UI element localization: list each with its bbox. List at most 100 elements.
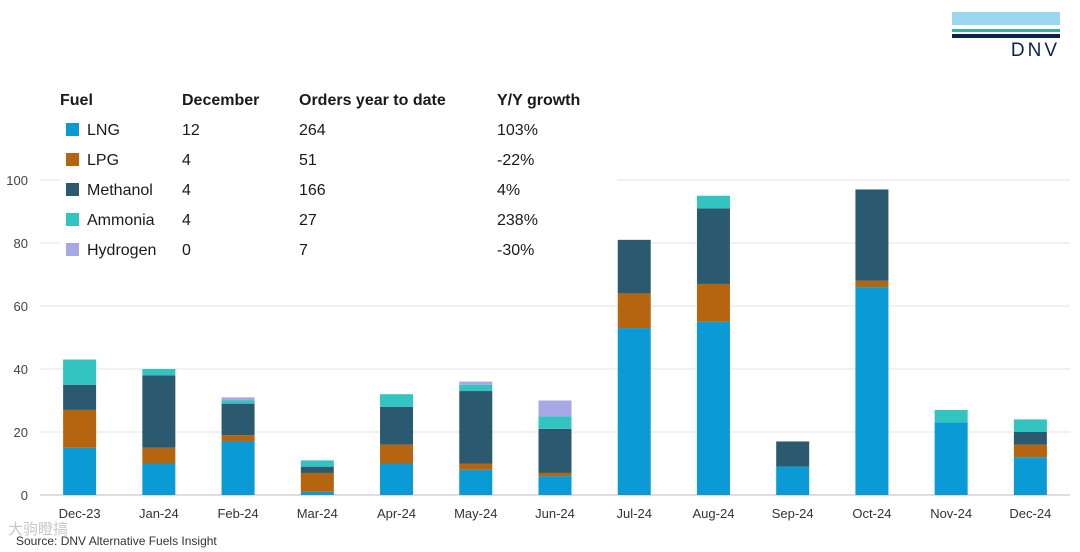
legend-table: Fuel December Orders year to date Y/Y gr…	[60, 86, 617, 266]
ytd-value: 7	[299, 242, 308, 259]
december-value: 12	[182, 122, 200, 139]
header-fuel: Fuel	[60, 92, 93, 109]
ytd-value: 166	[299, 182, 326, 199]
x-tick-label: May-24	[454, 506, 497, 521]
december-value: 4	[182, 182, 191, 199]
bar-lpg-dec-23	[63, 409, 97, 448]
ytd-value: 27	[299, 212, 317, 229]
bar-hydrogen-feb-24	[221, 397, 255, 401]
bar-lng-dec-24	[1013, 457, 1047, 495]
bar-ammonia-nov-24	[934, 409, 968, 423]
x-tick-label: Sep-24	[772, 506, 814, 521]
bar-ammonia-mar-24	[300, 460, 334, 467]
logo-stripe-light	[952, 12, 1060, 25]
december-value: 0	[182, 242, 191, 259]
legend-fuel-cell: LNG	[60, 116, 182, 146]
x-tick-label: Feb-24	[217, 506, 258, 521]
bar-methanol-dec-24	[1013, 432, 1047, 445]
logo-stripe-green	[952, 29, 1060, 32]
legend-fuel-cell: Hydrogen	[60, 236, 182, 266]
y-tick-label: 40	[14, 362, 28, 377]
legend-row-hydrogen: Hydrogen 0 7 -30%	[60, 236, 617, 266]
bar-lng-may-24	[459, 469, 493, 495]
bar-lng-sep-24	[776, 466, 810, 495]
bar-lng-feb-24	[221, 441, 255, 495]
x-tick-label: Jun-24	[535, 506, 575, 521]
bar-lpg-jan-24	[142, 447, 176, 464]
y-tick-label: 80	[14, 236, 28, 251]
header-december: December	[182, 92, 260, 109]
legend-fuel-cell: Methanol	[60, 176, 182, 206]
yy-value: -22%	[497, 152, 535, 169]
x-tick-label: Mar-24	[297, 506, 338, 521]
y-tick-label: 100	[6, 173, 28, 188]
bar-methanol-apr-24	[380, 406, 414, 445]
bar-lpg-aug-24	[696, 283, 730, 322]
x-tick-label: Aug-24	[693, 506, 735, 521]
yy-value: 103%	[497, 122, 538, 139]
x-tick-label: Jan-24	[139, 506, 179, 521]
bar-methanol-sep-24	[776, 441, 810, 467]
bar-methanol-oct-24	[855, 189, 889, 281]
x-tick-label: Nov-24	[930, 506, 972, 521]
legend-header-row: Fuel December Orders year to date Y/Y gr…	[60, 86, 617, 116]
bar-lpg-feb-24	[221, 435, 255, 442]
y-tick-label: 20	[14, 425, 28, 440]
fuel-name: Ammonia	[87, 212, 155, 229]
fuel-name: Methanol	[87, 182, 153, 199]
header-orders-ytd: Orders year to date	[299, 92, 446, 109]
legend-fuel-cell: LPG	[60, 146, 182, 176]
bar-methanol-jun-24	[538, 428, 572, 473]
bar-methanol-may-24	[459, 391, 493, 464]
bar-lpg-mar-24	[300, 472, 334, 492]
ytd-value: 51	[299, 152, 317, 169]
yy-value: 238%	[497, 212, 538, 229]
bar-methanol-dec-23	[63, 384, 97, 410]
bar-lpg-jul-24	[617, 293, 651, 329]
legend-fuel-cell: Ammonia	[60, 206, 182, 236]
legend-row-lpg: LPG 4 51 -22%	[60, 146, 617, 176]
yy-value: 4%	[497, 182, 521, 199]
x-tick-label: Dec-23	[59, 506, 101, 521]
yy-value: -30%	[497, 242, 535, 259]
y-tick-label: 0	[21, 488, 28, 503]
december-value: 4	[182, 212, 191, 229]
bar-lpg-oct-24	[855, 280, 889, 288]
ytd-value: 264	[299, 122, 326, 139]
logo-text: DNV	[1010, 40, 1060, 61]
dnv-logo: DNV	[952, 12, 1060, 62]
hydrogen-swatch	[66, 243, 79, 256]
bar-lng-jul-24	[617, 328, 651, 495]
fuel-name: LPG	[87, 152, 120, 169]
bar-methanol-jan-24	[142, 375, 176, 448]
bar-ammonia-aug-24	[696, 195, 730, 209]
bar-lng-jun-24	[538, 476, 572, 495]
bar-ammonia-apr-24	[380, 394, 414, 407]
bar-lpg-may-24	[459, 463, 493, 470]
bar-methanol-mar-24	[300, 466, 334, 473]
bar-ammonia-jun-24	[538, 416, 572, 429]
bar-hydrogen-may-24	[459, 381, 493, 385]
y-tick-label: 60	[14, 299, 28, 314]
bar-lng-jan-24	[142, 463, 176, 495]
bar-ammonia-jan-24	[142, 369, 176, 376]
fuel-name: Hydrogen	[87, 242, 157, 259]
bar-hydrogen-jun-24	[538, 400, 572, 417]
bar-methanol-jul-24	[617, 239, 651, 294]
lpg-swatch	[66, 153, 79, 166]
december-value: 4	[182, 152, 191, 169]
legend-row-methanol: Methanol 4 166 4%	[60, 176, 617, 206]
bar-lpg-apr-24	[380, 444, 414, 464]
bar-ammonia-feb-24	[221, 400, 255, 404]
legend-row-ammonia: Ammonia 4 27 238%	[60, 206, 617, 236]
lng-swatch	[66, 123, 79, 136]
x-tick-label: Oct-24	[852, 506, 891, 521]
bar-ammonia-may-24	[459, 384, 493, 392]
logo-stripe-navy	[952, 34, 1060, 38]
bar-lng-nov-24	[934, 422, 968, 495]
bar-methanol-feb-24	[221, 403, 255, 436]
bar-ammonia-dec-23	[63, 359, 97, 385]
bar-lpg-dec-24	[1013, 444, 1047, 458]
x-tick-label: Jul-24	[617, 506, 652, 521]
